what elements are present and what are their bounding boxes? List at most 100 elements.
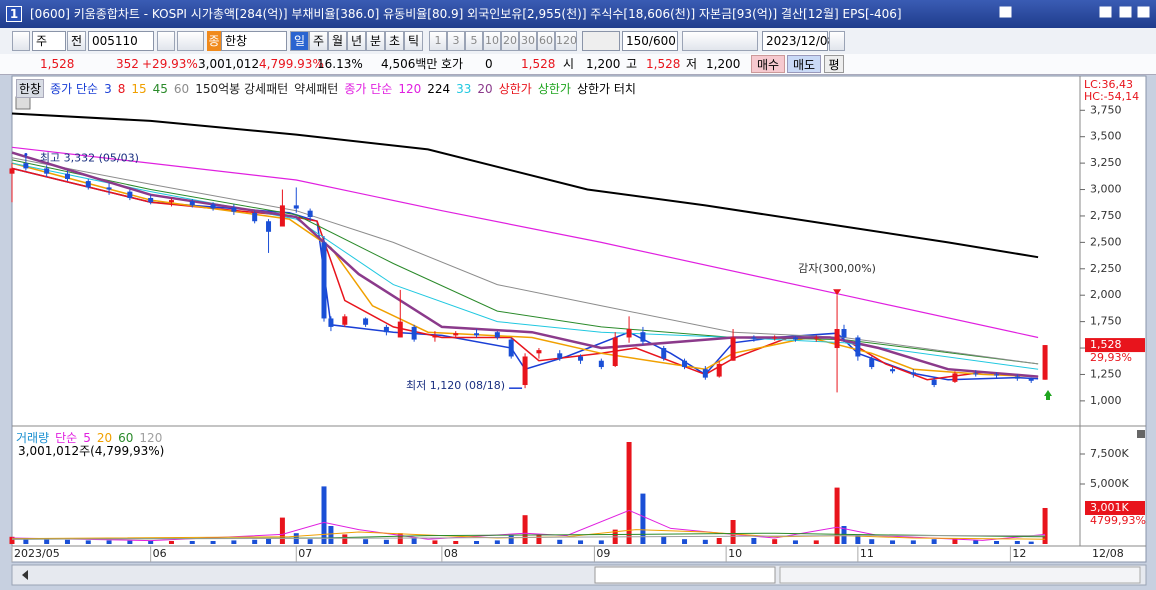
win-button[interactable] (1137, 6, 1150, 18)
unit-button[interactable]: 일 (290, 31, 309, 51)
volume-legend: 거래량 단순 5 20 60 120 (16, 429, 162, 446)
interval-button[interactable]: 60 (537, 31, 555, 51)
volume-bar (252, 539, 258, 544)
candle-body (44, 168, 50, 174)
period-select[interactable]: 주 (32, 31, 66, 51)
volume-bar (1028, 541, 1034, 544)
candle-body (536, 350, 542, 354)
interval-button[interactable]: 30 (519, 31, 537, 51)
volume-bar (397, 533, 403, 544)
sound-button[interactable] (177, 31, 204, 51)
volume-bar (432, 540, 438, 544)
buy-button[interactable]: 매수 (751, 55, 785, 73)
volume-bar (328, 526, 334, 544)
candle-body (383, 326, 389, 333)
candle-body (474, 333, 480, 336)
candle-body (730, 337, 736, 361)
scroll-thumb[interactable] (594, 566, 776, 584)
prev-button[interactable]: 전 (67, 31, 86, 51)
grid-icon (15, 96, 31, 110)
candle-body (841, 329, 847, 338)
window-title: [0600] 키움종합차트 - KOSPI 시가총액[284(억)] 부채비율[… (30, 7, 902, 21)
unit-button[interactable]: 주 (309, 31, 328, 51)
count-input[interactable]: 150/600 (622, 31, 678, 51)
y-tick-label: 3,250 (1090, 156, 1122, 169)
volume-bar (85, 540, 91, 544)
y-tick-label: 2,250 (1090, 262, 1122, 275)
ma-line (11, 167, 1039, 381)
tool-icons[interactable] (682, 31, 758, 51)
volume-bar (231, 540, 237, 544)
code-input[interactable]: 005110 (88, 31, 154, 51)
unit-button[interactable]: 분 (366, 31, 385, 51)
y-tick-label: 1,750 (1090, 315, 1122, 328)
interval-button[interactable]: 3 (447, 31, 465, 51)
open: 1,200 (586, 57, 621, 71)
legend-item: 거래량 (16, 431, 50, 445)
volume-bar (168, 541, 174, 544)
legend-item: 45 (152, 81, 168, 96)
candle-body (266, 221, 272, 232)
x-tick-label: 08 (444, 547, 458, 560)
candle-body (189, 201, 195, 206)
interval-button[interactable]: 20 (501, 31, 519, 51)
volume-bar (106, 540, 112, 544)
ma-line (11, 146, 1039, 339)
menu-icon[interactable] (12, 31, 30, 51)
low: 1,200 (706, 57, 741, 71)
interval-button[interactable]: 120 (555, 31, 577, 51)
legend-item: 상한가 (537, 82, 571, 96)
search-button[interactable] (157, 31, 175, 51)
interval-button[interactable]: 10 (483, 31, 501, 51)
scroll-left[interactable] (22, 570, 28, 580)
zoom-tools[interactable] (779, 566, 1141, 584)
win-button[interactable] (1099, 6, 1112, 18)
volume-bar (702, 539, 708, 544)
volume-bar (598, 540, 604, 544)
high-label: 고 (626, 57, 638, 71)
candle-body (834, 329, 840, 349)
volume-bar (1042, 507, 1048, 544)
volume-bar (890, 540, 896, 544)
calendar-button[interactable] (829, 31, 845, 51)
avg-button[interactable]: 평 (824, 55, 844, 73)
win-button[interactable] (999, 6, 1012, 18)
win-button[interactable] (1119, 6, 1132, 18)
legend-item: 상한가 터치 (576, 82, 636, 96)
legend-item: 종가 단순 (344, 82, 393, 96)
side-label: LC:36,43 (1084, 78, 1133, 91)
unit-button[interactable]: 년 (347, 31, 366, 51)
empty-select[interactable] (582, 31, 620, 51)
interval-button[interactable]: 5 (465, 31, 483, 51)
volume-bar (9, 536, 15, 544)
interval-button[interactable]: 1 (429, 31, 447, 51)
ma-line (11, 509, 1046, 542)
volume-summary: 3,001,012주(4,799,93%) (18, 444, 165, 458)
volume: 3,001,012 (198, 57, 260, 71)
quote-bar (0, 54, 1156, 75)
candle-body (994, 374, 1000, 376)
ma-line (11, 529, 1046, 540)
unit-button[interactable]: 초 (385, 31, 404, 51)
candle-body (307, 210, 313, 218)
legend-item: 120 (139, 430, 163, 445)
y-tick-label: 2,500 (1090, 235, 1122, 248)
volume-bar (661, 536, 667, 544)
volume-bar (640, 493, 646, 544)
candle-body (210, 204, 216, 209)
candle-body (397, 321, 403, 338)
sell-button[interactable]: 매도 (787, 55, 821, 73)
volume-bar (266, 538, 272, 544)
name-input[interactable]: 한창 (221, 31, 287, 51)
legend-item: 150억봉 강세패턴 (195, 82, 289, 96)
unit-button[interactable]: 월 (328, 31, 347, 51)
amount: 4,506백만 (381, 57, 438, 71)
candle-body (855, 337, 861, 357)
unit-button[interactable]: 틱 (404, 31, 423, 51)
candle-body (952, 373, 958, 382)
close-icon (1137, 430, 1145, 438)
volume-bar (751, 538, 757, 544)
date-input[interactable]: 2023/12/08 (762, 31, 835, 51)
ma-line (11, 159, 1039, 365)
